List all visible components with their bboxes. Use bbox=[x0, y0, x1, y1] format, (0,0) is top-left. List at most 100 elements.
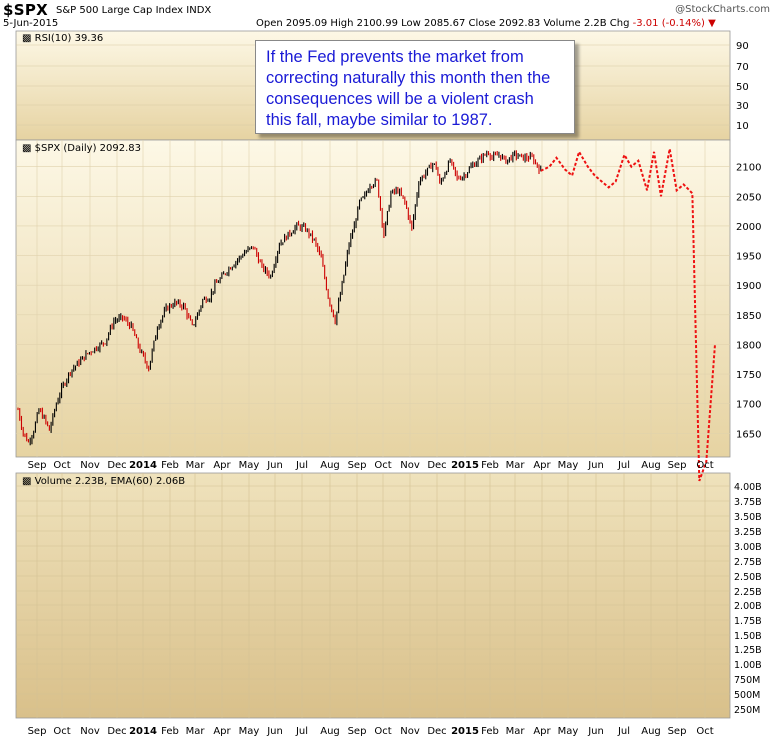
volume-x-tick-label: Oct bbox=[696, 726, 713, 737]
volume-tick-label: 1.50B bbox=[734, 631, 762, 642]
volume-tick-label: 3.25B bbox=[734, 527, 762, 538]
price-x-tick-label: Nov bbox=[80, 460, 100, 471]
volume-x-tick-label: Dec bbox=[427, 726, 446, 737]
volume-tick-label: 2.00B bbox=[734, 601, 762, 612]
price-x-tick-label: Mar bbox=[186, 460, 206, 471]
volume-x-tick-label: 2014 bbox=[129, 726, 157, 737]
price-x-tick-label: Jul bbox=[617, 460, 630, 471]
price-x-tick-label: Jun bbox=[587, 460, 604, 471]
annotation-box: If the Fed prevents the market from corr… bbox=[255, 40, 575, 134]
volume-tick-label: 250M bbox=[734, 705, 760, 716]
volume-tick-label: 2.25B bbox=[734, 587, 762, 598]
rsi-tick-label: 70 bbox=[736, 62, 749, 73]
volume-x-tick-label: May bbox=[239, 726, 260, 737]
price-x-tick-label: Sep bbox=[28, 460, 47, 471]
volume-x-tick-label: Jun bbox=[266, 726, 283, 737]
price-panel bbox=[15, 139, 731, 458]
price-tick-label: 1850 bbox=[736, 311, 761, 322]
volume-x-tick-label: Aug bbox=[641, 726, 661, 737]
price-x-tick-label: Apr bbox=[213, 460, 231, 471]
volume-x-tick-label: Mar bbox=[186, 726, 206, 737]
ohlc-readout: Open 2095.09 High 2100.99 Low 2085.67 Cl… bbox=[256, 18, 716, 29]
crash-projection-line bbox=[540, 148, 716, 482]
price-x-tick-label: Aug bbox=[320, 460, 340, 471]
price-tick-label: 1950 bbox=[736, 252, 761, 263]
volume-x-tick-label: Apr bbox=[533, 726, 551, 737]
volume-x-tick-label: Jul bbox=[295, 726, 308, 737]
price-x-tick-label: 2014 bbox=[129, 460, 157, 471]
price-tick-label: 1650 bbox=[736, 429, 761, 440]
volume-x-tick-label: Sep bbox=[348, 726, 367, 737]
volume-x-tick-label: May bbox=[558, 726, 579, 737]
volume-tick-label: 3.00B bbox=[734, 542, 762, 553]
price-panel-label: ▩ $SPX (Daily) 2092.83 bbox=[22, 143, 141, 154]
volume-x-tick-label: Aug bbox=[320, 726, 340, 737]
price-tick-label: 1700 bbox=[736, 400, 761, 411]
volume-x-tick-label: Nov bbox=[80, 726, 100, 737]
rsi-tick-label: 30 bbox=[736, 101, 749, 112]
volume-x-tick-label: Jun bbox=[587, 726, 604, 737]
price-x-tick-label: Nov bbox=[400, 460, 420, 471]
change-value: -3.01 (-0.14%) bbox=[632, 18, 705, 29]
volume-panel bbox=[15, 472, 731, 719]
price-x-tick-label: May bbox=[558, 460, 579, 471]
symbol-title: $SPX bbox=[3, 1, 48, 19]
rsi-panel-label: ▩ RSI(10) 39.36 bbox=[22, 33, 103, 44]
volume-tick-label: 4.00B bbox=[734, 482, 762, 493]
volume-x-tick-label: Mar bbox=[506, 726, 526, 737]
annotation-line: consequences will be a violent crash bbox=[266, 90, 534, 108]
volume-x-tick-label: Nov bbox=[400, 726, 420, 737]
price-tick-label: 2100 bbox=[736, 163, 761, 174]
price-x-tick-label: Aug bbox=[641, 460, 661, 471]
price-x-tick-label: Apr bbox=[533, 460, 551, 471]
volume-x-tick-label: Dec bbox=[107, 726, 126, 737]
volume-x-tick-label: Oct bbox=[53, 726, 70, 737]
price-x-tick-label: Feb bbox=[161, 460, 179, 471]
volume-x-tick-label: Feb bbox=[161, 726, 179, 737]
price-x-tick-label: Jun bbox=[266, 460, 283, 471]
volume-x-tick-label: Feb bbox=[481, 726, 499, 737]
volume-x-tick-label: Oct bbox=[374, 726, 391, 737]
annotation-line: this fall, maybe similar to 1987. bbox=[266, 111, 493, 129]
rsi-tick-label: 90 bbox=[736, 41, 749, 52]
price-x-tick-label: Dec bbox=[107, 460, 126, 471]
symbol-description: S&P 500 Large Cap Index INDX bbox=[56, 5, 212, 16]
volume-panel-label: ▩ Volume 2.23B, EMA(60) 2.06B bbox=[22, 476, 185, 487]
price-tick-label: 1900 bbox=[736, 281, 761, 292]
volume-tick-label: 1.75B bbox=[734, 616, 762, 627]
price-x-tick-label: Sep bbox=[668, 460, 687, 471]
volume-x-tick-label: Jul bbox=[617, 726, 630, 737]
price-x-tick-label: 2015 bbox=[451, 460, 479, 471]
volume-tick-label: 1.00B bbox=[734, 660, 762, 671]
price-x-tick-label: Feb bbox=[481, 460, 499, 471]
price-tick-label: 1750 bbox=[736, 370, 761, 381]
volume-x-tick-label: Sep bbox=[668, 726, 687, 737]
price-x-tick-label: Oct bbox=[696, 460, 713, 471]
volume-tick-label: 3.75B bbox=[734, 497, 762, 508]
price-x-tick-label: Dec bbox=[427, 460, 446, 471]
volume-x-tick-label: Apr bbox=[213, 726, 231, 737]
volume-x-tick-label: 2015 bbox=[451, 726, 479, 737]
price-x-tick-label: Mar bbox=[506, 460, 526, 471]
volume-tick-label: 2.75B bbox=[734, 557, 762, 568]
chart-date: 5-Jun-2015 bbox=[3, 18, 59, 29]
volume-tick-label: 750M bbox=[734, 675, 760, 686]
rsi-tick-label: 10 bbox=[736, 121, 749, 132]
change-arrow-icon: ▼ bbox=[708, 18, 716, 29]
price-x-tick-label: Oct bbox=[374, 460, 391, 471]
annotation-line: correcting naturally this month then the bbox=[266, 69, 551, 87]
volume-tick-label: 2.50B bbox=[734, 572, 762, 583]
chart-header: $SPX S&P 500 Large Cap Index INDX 5-Jun-… bbox=[0, 0, 780, 30]
price-tick-label: 2050 bbox=[736, 192, 761, 203]
price-x-tick-label: Oct bbox=[53, 460, 70, 471]
price-tick-label: 2000 bbox=[736, 222, 761, 233]
price-x-tick-label: Sep bbox=[348, 460, 367, 471]
volume-tick-label: 3.50B bbox=[734, 512, 762, 523]
stockcharts-logo: @StockCharts.com bbox=[675, 4, 770, 15]
price-x-tick-label: Jul bbox=[295, 460, 308, 471]
volume-tick-label: 500M bbox=[734, 690, 760, 701]
volume-x-tick-label: Sep bbox=[28, 726, 47, 737]
volume-tick-label: 1.25B bbox=[734, 645, 762, 656]
price-tick-label: 1800 bbox=[736, 340, 761, 351]
ohlc-values: Open 2095.09 High 2100.99 Low 2085.67 Cl… bbox=[256, 18, 630, 29]
